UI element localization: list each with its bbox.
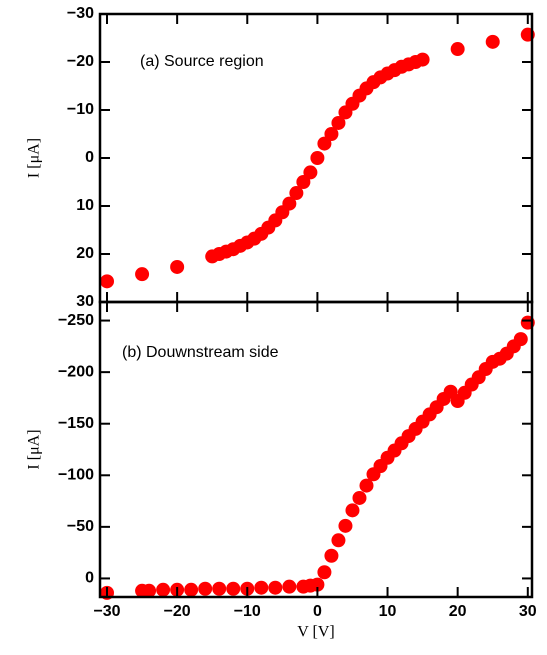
y-tick-label: 0 xyxy=(85,149,94,166)
data-point xyxy=(184,582,199,597)
data-point xyxy=(282,196,297,211)
annotation: (b) Douwnstream side xyxy=(122,344,279,361)
data-point xyxy=(450,42,465,57)
y-tick-label: 30 xyxy=(76,293,94,310)
data-point xyxy=(352,490,367,505)
data-point xyxy=(338,518,353,533)
data-point xyxy=(331,533,346,548)
y-axis-label: I [μA] xyxy=(26,429,43,469)
data-point xyxy=(296,175,311,189)
data-point xyxy=(485,34,500,49)
y-tick-label: −250 xyxy=(58,312,94,329)
x-tick-label: −10 xyxy=(234,603,261,620)
data-point xyxy=(226,581,241,596)
plot-frame xyxy=(98,300,534,599)
data-point xyxy=(324,127,339,141)
y-tick-label: −100 xyxy=(58,467,94,484)
data-point xyxy=(156,582,171,597)
x-tick-label: −30 xyxy=(93,603,120,620)
data-point xyxy=(198,581,213,596)
data-point xyxy=(268,580,283,595)
data-point xyxy=(303,165,318,180)
data-point xyxy=(212,581,227,596)
x-tick-label: 0 xyxy=(313,603,322,620)
data-point xyxy=(513,332,528,347)
x-axis-label: V [V] xyxy=(297,624,334,641)
y-tick-label: −150 xyxy=(58,415,94,432)
data-point xyxy=(135,267,150,282)
data-point xyxy=(331,115,346,130)
data-point xyxy=(282,579,297,594)
data-point xyxy=(310,577,325,592)
annotation: (a) Source region xyxy=(140,53,264,70)
data-point xyxy=(359,478,374,493)
x-tick-label: 20 xyxy=(449,603,467,620)
x-tick-label: 30 xyxy=(519,603,537,620)
data-point xyxy=(289,186,304,201)
y-axis-label: I [μA] xyxy=(26,138,43,178)
y-tick-label: 0 xyxy=(85,570,94,587)
y-tick-label: 10 xyxy=(76,197,94,214)
y-tick-label: −10 xyxy=(67,101,94,118)
y-tick-label: −30 xyxy=(67,5,94,22)
y-tick-label: 20 xyxy=(76,245,94,262)
x-tick-label: 10 xyxy=(379,603,397,620)
y-tick-label: −200 xyxy=(58,363,94,380)
data-point xyxy=(345,503,360,518)
data-point xyxy=(254,580,269,595)
data-point xyxy=(142,583,157,598)
data-point xyxy=(100,274,115,289)
data-point xyxy=(170,259,185,274)
data-point xyxy=(324,548,339,563)
data-point xyxy=(310,151,325,165)
data-point xyxy=(317,565,332,580)
x-tick-label: −20 xyxy=(164,603,191,620)
data-point xyxy=(317,136,332,151)
y-tick-label: −20 xyxy=(67,53,94,70)
data-point xyxy=(415,52,430,67)
y-tick-label: −50 xyxy=(67,518,94,535)
